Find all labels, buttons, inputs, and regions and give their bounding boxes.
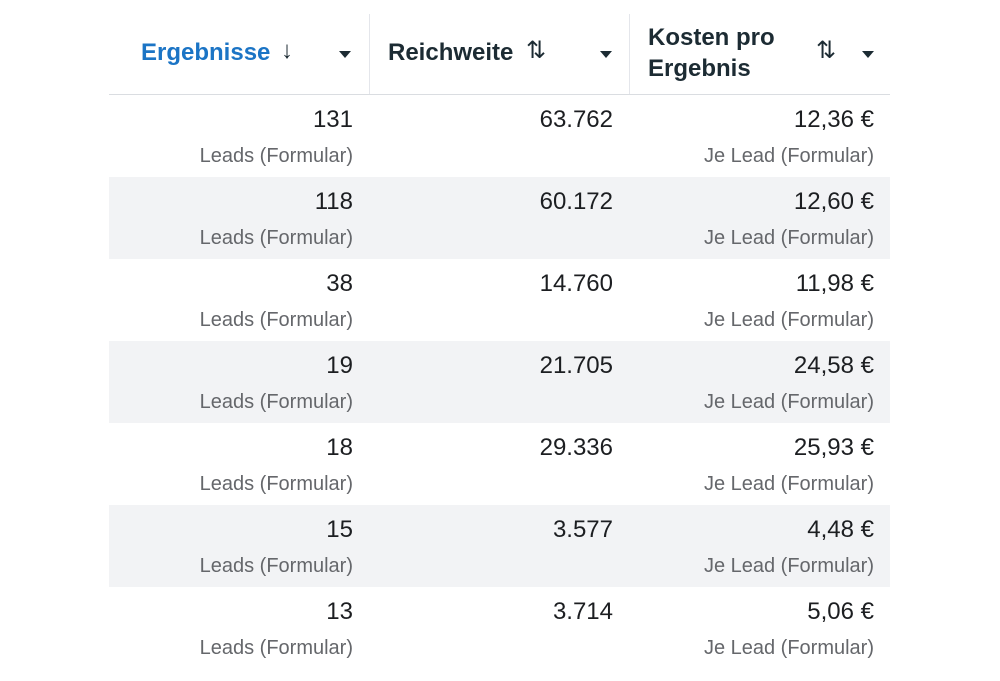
results-value: 13 <box>326 598 353 625</box>
column-header-label: Ergebnisse <box>141 39 271 66</box>
reach-cell: 21.705 <box>369 341 629 423</box>
results-table: Ergebnisse ↓ Reichweite ⇅ Kosten pro Erg… <box>109 14 890 669</box>
column-header-label: Reichweite <box>388 39 514 66</box>
cost-value: 11,98 € <box>795 270 874 297</box>
results-value: 131 <box>312 106 353 133</box>
table-row: 13 Leads (Formular) 3.714 5,06 € Je Lead… <box>109 587 890 669</box>
reach-value: 21.705 <box>539 352 613 379</box>
cost-cell: 11,98 € Je Lead (Formular) <box>629 259 890 341</box>
sort-icon[interactable]: ⇅ <box>816 37 837 64</box>
table-row: 118 Leads (Formular) 60.172 12,60 € Je L… <box>109 177 890 259</box>
cost-cell: 4,48 € Je Lead (Formular) <box>629 505 890 587</box>
results-type: Leads (Formular) <box>199 145 353 167</box>
reach-value: 3.577 <box>552 516 613 543</box>
results-type: Leads (Formular) <box>199 227 353 249</box>
cost-cell: 5,06 € Je Lead (Formular) <box>629 587 890 669</box>
column-header-label: Kosten pro Ergebnis <box>648 22 775 84</box>
results-value: 38 <box>326 270 353 297</box>
cost-cell: 12,36 € Je Lead (Formular) <box>629 95 890 177</box>
reach-cell: 3.577 <box>369 505 629 587</box>
cost-value: 4,48 € <box>807 516 874 543</box>
table-row: 131 Leads (Formular) 63.762 12,36 € Je L… <box>109 95 890 177</box>
reach-value: 29.336 <box>539 434 613 461</box>
reach-cell: 63.762 <box>369 95 629 177</box>
table-row: 38 Leads (Formular) 14.760 11,98 € Je Le… <box>109 259 890 341</box>
results-cell: 118 Leads (Formular) <box>109 177 369 259</box>
results-cell: 131 Leads (Formular) <box>109 95 369 177</box>
column-header-label-line2: Ergebnis <box>648 55 751 82</box>
cost-value: 5,06 € <box>807 598 874 625</box>
cost-type: Je Lead (Formular) <box>703 473 874 495</box>
cost-type: Je Lead (Formular) <box>703 555 874 577</box>
reach-cell: 60.172 <box>369 177 629 259</box>
results-value: 118 <box>314 188 353 215</box>
reach-cell: 3.714 <box>369 587 629 669</box>
cost-type: Je Lead (Formular) <box>703 309 874 331</box>
table-row: 19 Leads (Formular) 21.705 24,58 € Je Le… <box>109 341 890 423</box>
column-header-ergebnisse[interactable]: Ergebnisse ↓ <box>109 14 369 94</box>
column-header-kosten-pro-ergebnis[interactable]: Kosten pro Ergebnis ⇅ <box>629 14 890 94</box>
reach-cell: 29.336 <box>369 423 629 505</box>
cost-type: Je Lead (Formular) <box>703 145 874 167</box>
reach-value: 60.172 <box>539 188 613 215</box>
table-row: 18 Leads (Formular) 29.336 25,93 € Je Le… <box>109 423 890 505</box>
results-value: 19 <box>326 352 353 379</box>
results-cell: 18 Leads (Formular) <box>109 423 369 505</box>
results-type: Leads (Formular) <box>199 637 353 659</box>
results-cell: 15 Leads (Formular) <box>109 505 369 587</box>
cost-cell: 25,93 € Je Lead (Formular) <box>629 423 890 505</box>
chevron-down-icon[interactable] <box>862 51 874 58</box>
cost-value: 12,60 € <box>793 188 874 215</box>
reach-value: 63.762 <box>539 106 613 133</box>
reach-value: 3.714 <box>552 598 613 625</box>
results-value: 15 <box>326 516 353 543</box>
cost-type: Je Lead (Formular) <box>703 637 874 659</box>
cost-type: Je Lead (Formular) <box>703 227 874 249</box>
results-cell: 38 Leads (Formular) <box>109 259 369 341</box>
chevron-down-icon[interactable] <box>600 51 612 58</box>
reach-value: 14.760 <box>539 270 613 297</box>
results-cell: 13 Leads (Formular) <box>109 587 369 669</box>
reach-cell: 14.760 <box>369 259 629 341</box>
cost-value: 12,36 € <box>793 106 874 133</box>
cost-cell: 24,58 € Je Lead (Formular) <box>629 341 890 423</box>
cost-cell: 12,60 € Je Lead (Formular) <box>629 177 890 259</box>
column-header-label-line1: Kosten pro <box>648 24 775 51</box>
cost-value: 25,93 € <box>793 434 874 461</box>
results-type: Leads (Formular) <box>199 555 353 577</box>
results-type: Leads (Formular) <box>199 473 353 495</box>
cost-type: Je Lead (Formular) <box>703 391 874 413</box>
results-type: Leads (Formular) <box>199 309 353 331</box>
results-type: Leads (Formular) <box>199 391 353 413</box>
sort-icon[interactable]: ⇅ <box>526 37 547 64</box>
table-row: 15 Leads (Formular) 3.577 4,48 € Je Lead… <box>109 505 890 587</box>
results-value: 18 <box>326 434 353 461</box>
sort-descending-icon[interactable]: ↓ <box>281 37 293 64</box>
chevron-down-icon[interactable] <box>339 51 351 58</box>
column-header-reichweite[interactable]: Reichweite ⇅ <box>369 14 629 94</box>
results-cell: 19 Leads (Formular) <box>109 341 369 423</box>
table-header: Ergebnisse ↓ Reichweite ⇅ Kosten pro Erg… <box>109 14 890 95</box>
cost-value: 24,58 € <box>793 352 874 379</box>
